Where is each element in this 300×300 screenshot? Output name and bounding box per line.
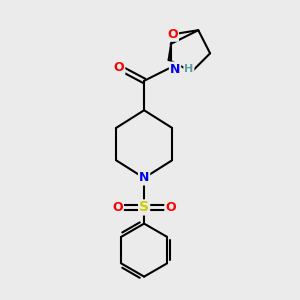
Text: N: N (139, 172, 149, 184)
Text: O: O (114, 61, 124, 74)
Text: O: O (167, 28, 178, 41)
Text: S: S (139, 200, 149, 214)
Text: H: H (184, 64, 194, 74)
Text: O: O (112, 201, 123, 214)
Text: N: N (170, 62, 180, 76)
Text: O: O (165, 201, 176, 214)
